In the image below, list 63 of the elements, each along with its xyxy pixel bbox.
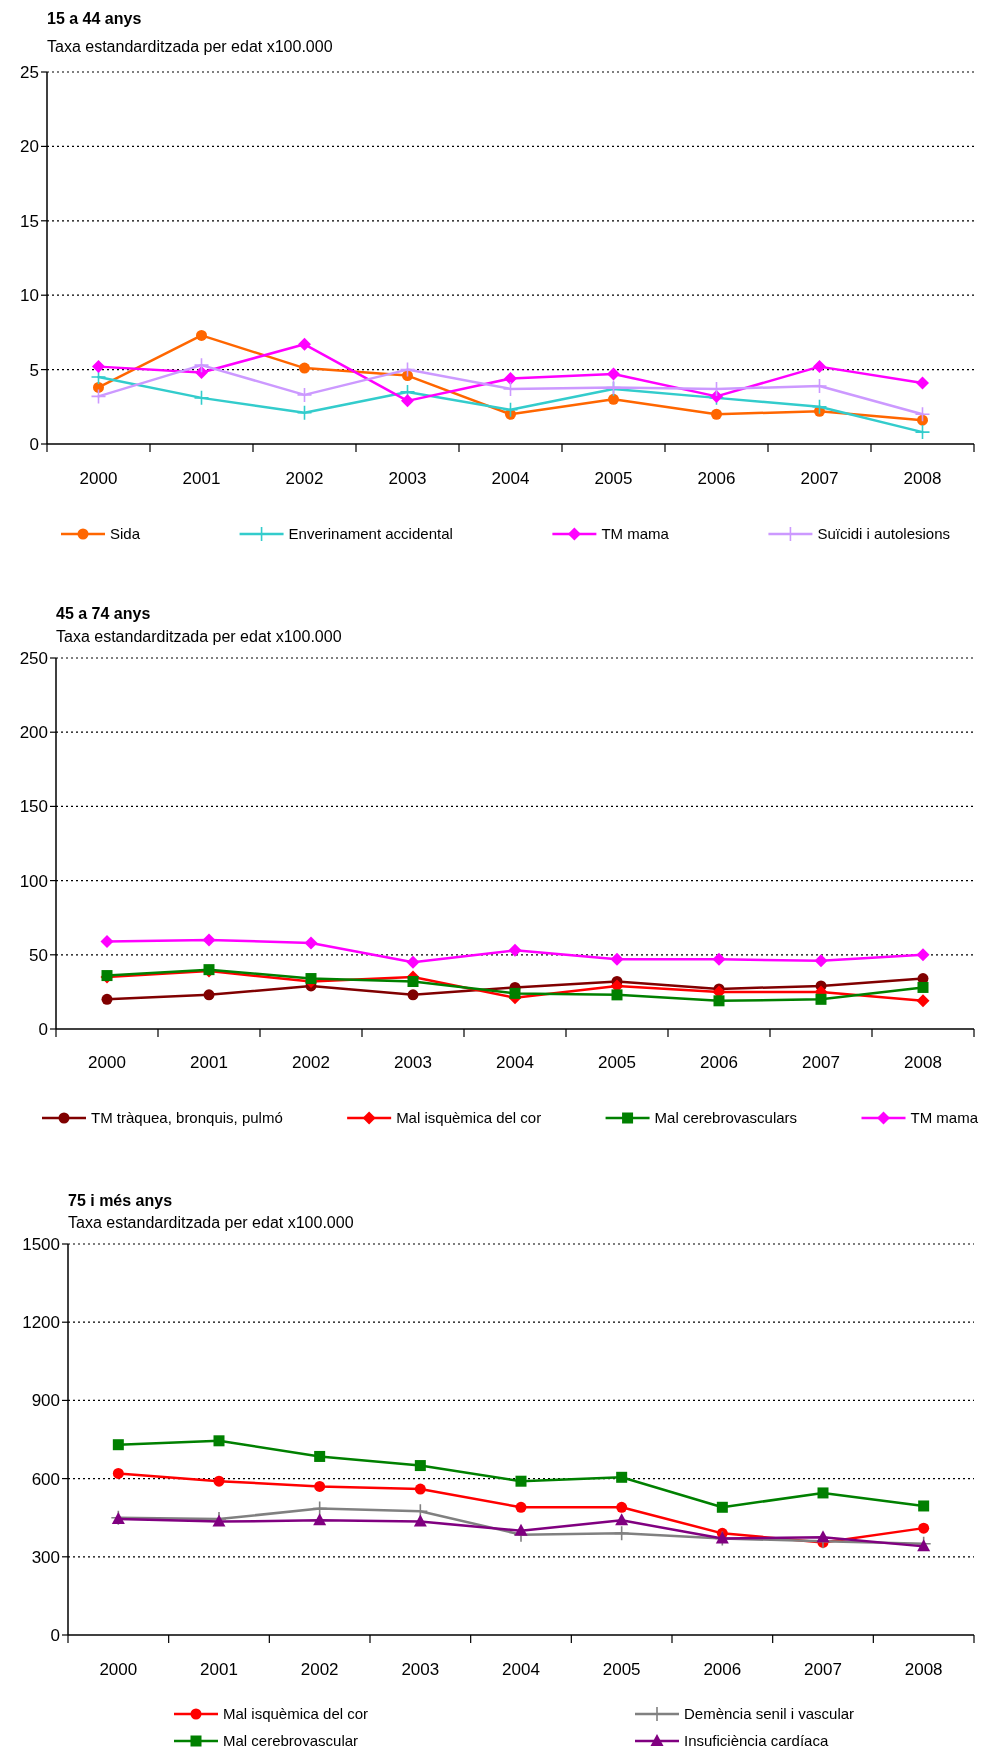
legend-label: Insuficiència cardíaca xyxy=(684,1732,829,1750)
x-tick-label: 2003 xyxy=(394,1052,432,1072)
y-tick-label: 5 xyxy=(29,360,39,380)
x-tick-label: 2007 xyxy=(802,1052,840,1072)
y-tick-label: 1200 xyxy=(22,1313,60,1333)
x-tick-label: 2005 xyxy=(602,1659,641,1679)
y-tick-label: 0 xyxy=(29,434,39,454)
x-tick-label: 2005 xyxy=(598,1052,636,1072)
y-axis-title: Taxa estandarditzada per edat x100.000 xyxy=(47,37,333,55)
x-tick-label: 2003 xyxy=(388,468,427,488)
x-tick-label: 2001 xyxy=(200,1659,238,1679)
x-tick-label: 2002 xyxy=(300,1659,339,1679)
y-tick-label: 200 xyxy=(19,723,48,743)
y-tick-label: 20 xyxy=(20,137,39,157)
x-tick-label: 2006 xyxy=(700,1052,738,1072)
x-tick-label: 2007 xyxy=(800,468,839,488)
legend-label: Enverinament accidental xyxy=(288,525,453,543)
y-tick-label: 0 xyxy=(50,1625,60,1645)
legend-label: Mal isquèmica del cor xyxy=(396,1109,542,1127)
x-tick-label: 2002 xyxy=(292,1052,330,1072)
x-tick-label: 2008 xyxy=(904,1659,943,1679)
legend-label: Suïcidi i autolesions xyxy=(817,525,950,543)
chart-title: 45 a 74 anys xyxy=(56,604,151,622)
x-tick-label: 2001 xyxy=(182,468,221,488)
y-tick-label: 600 xyxy=(31,1469,60,1489)
y-tick-label: 10 xyxy=(20,286,39,306)
x-tick-label: 2001 xyxy=(190,1052,228,1072)
y-tick-label: 25 xyxy=(20,62,39,82)
x-tick-label: 2004 xyxy=(496,1052,534,1072)
y-axis-title: Taxa estandarditzada per edat x100.000 xyxy=(56,627,342,645)
y-tick-label: 300 xyxy=(31,1547,60,1567)
y-tick-label: 1500 xyxy=(22,1234,60,1254)
x-tick-label: 2003 xyxy=(401,1659,440,1679)
y-tick-label: 900 xyxy=(31,1391,60,1411)
y-tick-label: 50 xyxy=(29,945,48,965)
x-tick-label: 2004 xyxy=(502,1659,540,1679)
legend-label: TM mama xyxy=(601,525,670,543)
x-tick-label: 2000 xyxy=(99,1659,138,1679)
legend-label: TM mama xyxy=(910,1109,979,1127)
y-tick-label: 15 xyxy=(20,211,39,231)
x-tick-label: 2006 xyxy=(697,468,736,488)
chart-title: 15 a 44 anys xyxy=(47,9,142,27)
y-tick-label: 0 xyxy=(38,1019,48,1039)
y-tick-label: 250 xyxy=(19,648,48,668)
x-tick-label: 2007 xyxy=(804,1659,842,1679)
x-tick-label: 2000 xyxy=(79,468,118,488)
legend-label: Demència senil i vascular xyxy=(684,1705,855,1723)
x-tick-label: 2004 xyxy=(491,468,530,488)
x-tick-label: 2005 xyxy=(594,468,633,488)
x-tick-label: 2008 xyxy=(904,1052,942,1072)
y-tick-label: 150 xyxy=(19,797,48,817)
y-axis-title: Taxa estandarditzada per edat x100.000 xyxy=(68,1213,354,1231)
x-tick-label: 2006 xyxy=(703,1659,742,1679)
legend-label: Mal cerebrovascular xyxy=(223,1732,359,1750)
legend-label: Mal cerebrovasculars xyxy=(654,1109,798,1127)
legend-label: TM tràquea, bronquis, pulmó xyxy=(91,1109,283,1127)
chart-title: 75 i més anys xyxy=(68,1191,173,1209)
x-tick-label: 2008 xyxy=(903,468,942,488)
x-tick-label: 2002 xyxy=(285,468,324,488)
legend-label: Mal isquèmica del cor xyxy=(223,1705,369,1723)
y-tick-label: 100 xyxy=(19,871,48,891)
x-tick-label: 2000 xyxy=(88,1052,126,1072)
legend-label: Sida xyxy=(110,525,141,543)
